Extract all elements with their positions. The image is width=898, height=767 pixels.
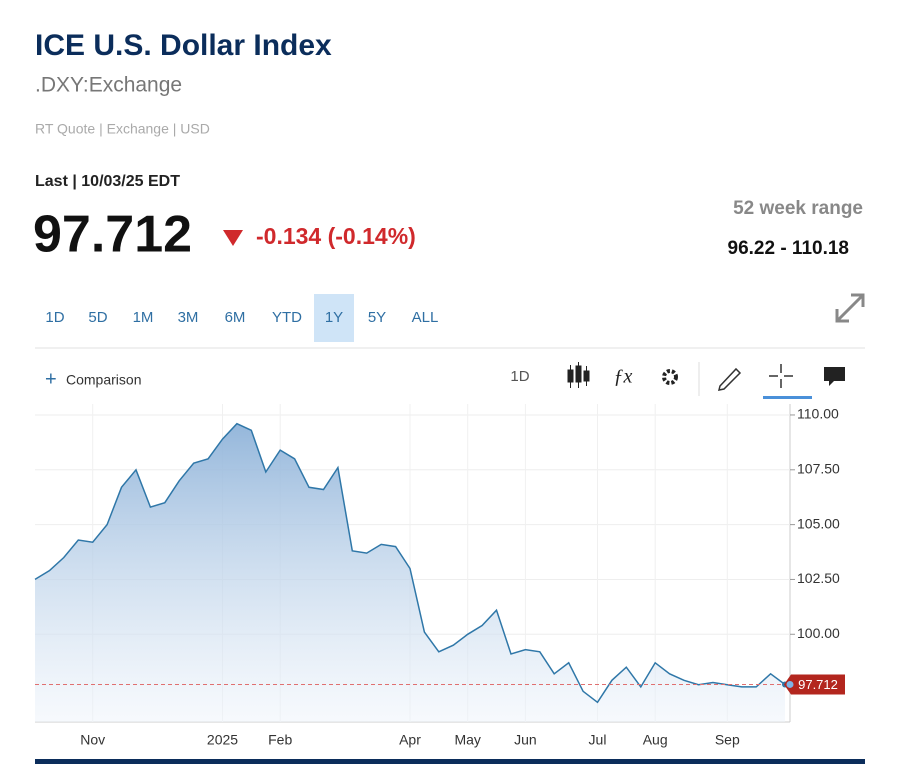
y-tick-label: 107.50 (797, 460, 840, 476)
range-button[interactable]: 1D (45, 309, 64, 326)
crosshair-icon[interactable] (769, 364, 793, 388)
area-fill (35, 423, 785, 722)
active-range-bg (314, 294, 354, 342)
indicators-icon[interactable]: ƒx (614, 366, 633, 388)
plus-icon[interactable]: + (45, 368, 57, 390)
symbol: .DXY:Exchange (35, 74, 182, 97)
settings-icon[interactable] (662, 369, 678, 385)
range-button[interactable]: 5Y (368, 309, 386, 326)
x-tick-label: Sep (715, 732, 740, 748)
x-tick-label: Jul (589, 732, 607, 748)
chart: 100.00 102.50 105.00 107.50 110.00 Nov 2025 Feb… (34, 404, 845, 748)
y-tick-label: 105.00 (797, 515, 840, 531)
x-tick-label: Aug (643, 732, 668, 748)
range-value: 96.22 - 110.18 (728, 238, 850, 259)
range-button[interactable]: YTD (272, 309, 302, 326)
active-tool-underline (763, 396, 812, 399)
last-price-label: 97.712 (798, 677, 838, 692)
comment-icon[interactable] (824, 367, 845, 386)
interval-button[interactable]: 1D (510, 368, 529, 385)
last-label: Last | 10/03/25 EDT (35, 173, 180, 190)
down-arrow (223, 230, 243, 246)
y-tick-label: 102.50 (797, 570, 840, 586)
x-tick-label: Apr (399, 732, 421, 748)
bottom-bar (35, 759, 865, 764)
quote-info: RT Quote | Exchange | USD (35, 121, 210, 137)
price-line (34, 422, 786, 704)
x-tick-label: Jun (514, 732, 537, 748)
range-label: 52 week range (733, 198, 863, 219)
x-tick-label: 2025 (207, 732, 238, 748)
price: 97.712 (33, 206, 192, 264)
x-tick-label: Nov (80, 732, 105, 748)
candles-icon[interactable] (567, 362, 590, 388)
y-tick-label: 110.00 (797, 406, 839, 422)
comparison-button[interactable]: Comparison (66, 372, 141, 388)
expand-icon[interactable] (835, 293, 865, 323)
draw-icon[interactable] (717, 367, 742, 391)
range-button[interactable]: 3M (178, 309, 199, 326)
y-tick-label: 100.00 (797, 625, 840, 641)
x-tick-label: May (454, 732, 480, 748)
range-button[interactable]: 5D (88, 309, 107, 326)
range-button[interactable]: 6M (225, 309, 246, 326)
range-button[interactable]: ALL (412, 309, 439, 326)
range-button[interactable]: 1M (133, 309, 154, 326)
x-tick-label: Feb (268, 732, 292, 748)
change: -0.134 (-0.14%) (256, 223, 416, 249)
last-price-tag (784, 674, 845, 695)
last-price-dot (786, 680, 794, 688)
range-button[interactable]: 1Y (325, 309, 343, 326)
title: ICE U.S. Dollar Index (35, 29, 332, 62)
range-buttons: 1D 5D 1M 3M 6M YTD 1Y 5Y ALL (45, 294, 438, 342)
